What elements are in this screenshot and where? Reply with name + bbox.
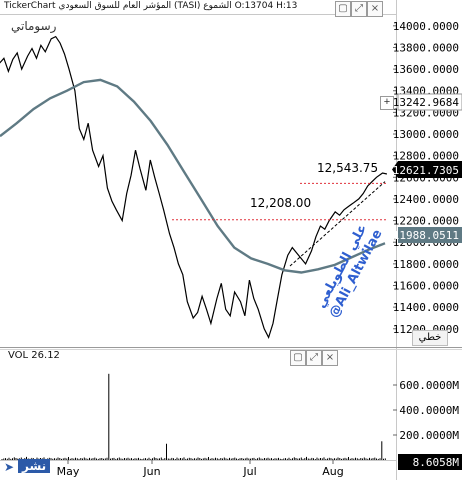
share-icon[interactable]: ➤ (4, 460, 15, 474)
maximize-icon[interactable]: ⤢ (351, 1, 367, 17)
crosshair-price-tag: 13242.9684 (393, 93, 462, 111)
share-button[interactable]: نشر (18, 459, 51, 473)
price-tick-label: 13000.0000 (393, 128, 459, 141)
line-type-button[interactable]: خطي (412, 330, 448, 346)
price-tick-label: 13800.0000 (393, 41, 459, 54)
volume-title: VOL 26.12 (8, 350, 60, 361)
price-tick-label: 12200.0000 (393, 215, 459, 228)
last-price-value: 12621.7305 (393, 164, 459, 177)
horizontal-levels (172, 182, 388, 221)
price-series (0, 35, 388, 339)
price-tick-label: 12400.0000 (393, 193, 459, 206)
add-crosshair-icon[interactable]: + (380, 96, 394, 110)
volume-last-value: 8.6058M (413, 456, 460, 469)
moving-average-line (0, 78, 386, 274)
volume-tick-label: 200.0000M (399, 429, 459, 442)
moving-average-series (0, 78, 386, 274)
price-tick-label: 11400.0000 (393, 301, 459, 314)
price-tick-label: 13600.0000 (393, 63, 459, 76)
volume-tick-label: 400.0000M (399, 404, 459, 417)
time-tick-label: Jul (242, 465, 256, 478)
time-axis: May Jun Jul Aug (57, 460, 344, 478)
close-icon[interactable]: × (367, 1, 383, 17)
volume-axis: 600.0000M 400.0000M 200.0000M (393, 379, 459, 442)
price-tick-label: 11600.0000 (393, 279, 459, 292)
crosshair-value: 13242.9684 (393, 96, 460, 109)
volume-maximize-icon[interactable]: ⤢ (306, 350, 322, 366)
volume-last-tag: 8.6058M (398, 454, 462, 470)
ma-value: 11988.0511 (393, 229, 459, 242)
price-axis: 14000.000013800.000013600.000013400.0000… (393, 20, 459, 336)
support-label: 12,208.00 (250, 196, 311, 210)
price-line (0, 35, 388, 339)
restore-icon[interactable]: ▢ (335, 1, 351, 17)
time-tick-label: Aug (322, 465, 343, 478)
volume-close-icon[interactable]: × (322, 350, 338, 366)
time-tick-label: May (57, 465, 80, 478)
trendline (289, 181, 386, 267)
volume-restore-icon[interactable]: ▢ (290, 350, 306, 366)
resistance-label: 12,543.75 (317, 161, 378, 175)
last-price-tag: 12621.7305 (392, 161, 462, 178)
chart-logo: رسوماتي (8, 18, 60, 34)
price-tick-label: 11800.0000 (393, 258, 459, 271)
volume-bars (1, 373, 386, 460)
ma-value-tag: 11988.0511 (393, 227, 462, 243)
price-tick-label: 12800.0000 (393, 150, 459, 163)
price-tick-label: 14000.0000 (393, 20, 459, 33)
time-tick-label: Jun (142, 465, 160, 478)
chart-header: TickerChart المؤشر العام للسوق السعودي (… (4, 1, 298, 11)
volume-tick-label: 600.0000M (399, 379, 459, 392)
trend-line (289, 181, 386, 267)
